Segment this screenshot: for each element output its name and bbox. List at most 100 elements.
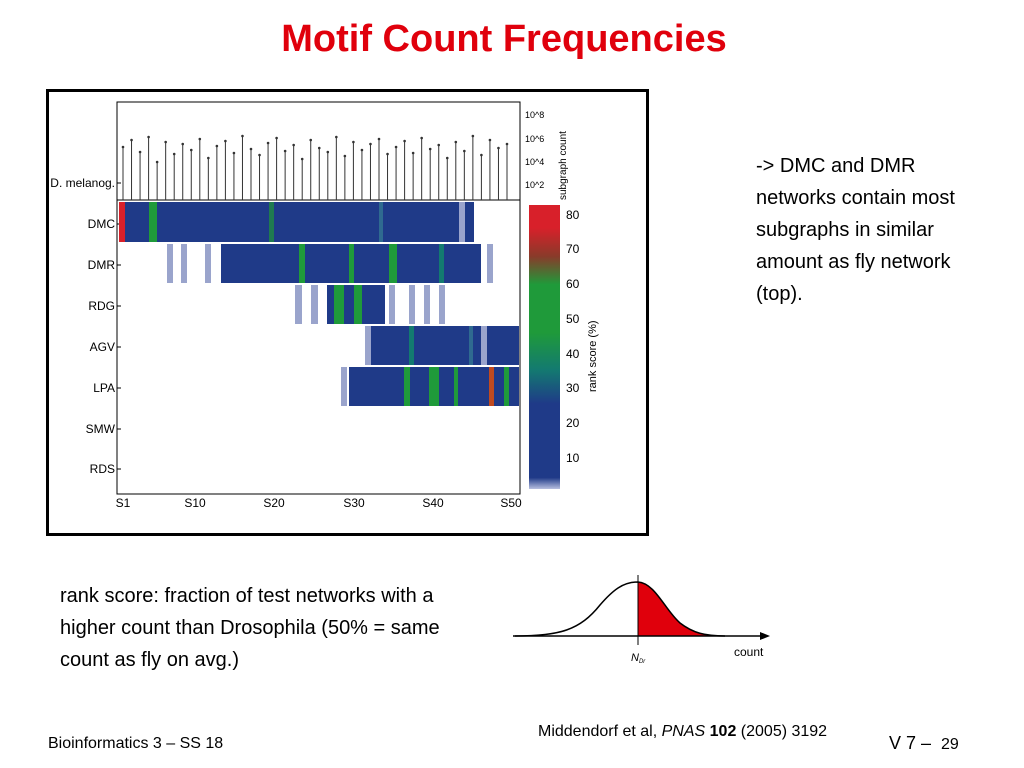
count-stem-head [181, 142, 185, 146]
heat-cell [149, 202, 157, 242]
lecture-label: V 7 – [889, 733, 932, 753]
x-tick-s1: S1 [116, 496, 131, 510]
x-tick-s20: S20 [263, 496, 285, 510]
count-stem-head [121, 145, 125, 149]
count-axis-label: count [734, 645, 764, 659]
count-stem-head [335, 135, 338, 139]
count-stem-head [198, 137, 202, 141]
row-label-rds: RDS [90, 462, 115, 476]
count-stem-head [445, 156, 449, 160]
heat-cell [429, 367, 439, 406]
tail-area-fill [638, 582, 725, 636]
row-label-dmel: D. melanog. [50, 176, 115, 190]
citation-rest: (2005) 3192 [736, 723, 828, 740]
count-stem-head [300, 157, 304, 161]
count-stem-head [411, 151, 415, 155]
heat-cell-pale [181, 244, 187, 283]
x-tick-s30: S30 [343, 496, 365, 510]
colorbar-tick-50: 50 [566, 312, 580, 326]
heat-cell [389, 244, 397, 283]
heat-cell-pale [389, 285, 395, 324]
citation-volume: 102 [705, 723, 737, 740]
count-stem-head [258, 153, 261, 157]
page-number: 29 [941, 736, 959, 753]
heat-cell-pale [481, 326, 487, 365]
count-stem-head [215, 144, 219, 148]
colorbar-tick-30: 30 [566, 381, 580, 395]
count-stem-head [352, 140, 355, 144]
citation: Middendorf et al, PNAS 102 (2005) 3192 [538, 723, 827, 741]
x-tick-s40: S40 [422, 496, 444, 510]
count-stem-head [488, 138, 492, 142]
count-stem-head [437, 143, 441, 147]
heat-cell [354, 285, 362, 324]
heat-cell-pale [205, 244, 211, 283]
count-stem-head [266, 141, 270, 145]
count-stem-head [463, 149, 466, 153]
heat-cell [349, 244, 354, 283]
count-stem-head [292, 143, 295, 147]
heat-cell [334, 285, 344, 324]
rank-score-definition: rank score: fraction of test networks wi… [60, 585, 440, 671]
rank-score-colorbar [529, 205, 560, 489]
colorbar-tick-10: 10 [566, 451, 580, 465]
heat-cell-pale [341, 367, 347, 406]
row-label-rdg: RDG [88, 299, 115, 313]
count-stem-head [224, 139, 227, 143]
count-stem-head [241, 134, 244, 138]
axis-arrow-icon [760, 632, 770, 640]
count-stem-head [275, 136, 278, 140]
heat-cell [454, 367, 458, 406]
heat-cell [379, 202, 383, 242]
row-label-dmr: DMR [88, 258, 116, 272]
count-stem-head [480, 153, 483, 157]
count-axis-label: subgraph count [558, 131, 569, 200]
colorbar-tick-40: 40 [566, 347, 580, 361]
heat-cell [469, 326, 473, 365]
colorbar-tick-60: 60 [566, 277, 580, 291]
count-stem-head [369, 142, 372, 146]
row-label-smw: SMW [86, 422, 116, 436]
heat-band [369, 326, 519, 365]
colorbar-label: rank score (%) [587, 320, 599, 392]
count-tick-1e2: 10^2 [525, 180, 544, 190]
heat-cell [299, 244, 305, 283]
count-stem-head [377, 137, 381, 141]
count-stem-head [207, 156, 210, 160]
count-stem-head [249, 147, 253, 151]
count-stem-head [403, 139, 406, 143]
row-label-dmc: DMC [88, 217, 116, 231]
rank-distribution-illustration: NDr count [505, 565, 785, 670]
count-stem-head [232, 151, 236, 155]
count-stem-head [386, 152, 389, 156]
colorbar-tick-70: 70 [566, 242, 580, 256]
heat-cell [404, 367, 410, 406]
count-stem-head [155, 160, 159, 164]
heat-cell-pale [487, 244, 493, 283]
count-stem-head [147, 135, 150, 139]
heat-cell [439, 244, 444, 283]
marker-label: NDr [631, 652, 646, 665]
motif-heatmap-svg: D. melanog. DMC DMR RDG AGV LPA SMW RDS … [50, 101, 599, 510]
motif-heatmap-figure: D. melanog. DMC DMR RDG AGV LPA SMW RDS … [46, 89, 649, 536]
count-tick-1e6: 10^6 [525, 134, 544, 144]
count-stem-head [394, 145, 398, 149]
count-stem-head [164, 140, 167, 144]
row-label-lpa: LPA [93, 381, 115, 395]
count-stem-head [471, 134, 475, 138]
count-stem-head [420, 136, 423, 140]
count-stem-head [172, 152, 176, 156]
heat-band [119, 202, 474, 242]
heat-cell-pale [439, 285, 445, 324]
citation-journal: PNAS [661, 723, 706, 740]
count-stem-head [360, 148, 364, 152]
dmc-dmr-note: -> DMC and DMR networks contain most sub… [756, 155, 955, 305]
heat-cell [409, 326, 414, 365]
plot-box [116, 101, 521, 495]
heat-cell-pale [424, 285, 430, 324]
course-footer: Bioinformatics 3 – SS 18 [48, 735, 224, 752]
count-stem-head [497, 146, 500, 150]
count-stem-head [309, 138, 313, 142]
count-stem-head [326, 150, 330, 154]
count-stem-head [505, 142, 509, 146]
